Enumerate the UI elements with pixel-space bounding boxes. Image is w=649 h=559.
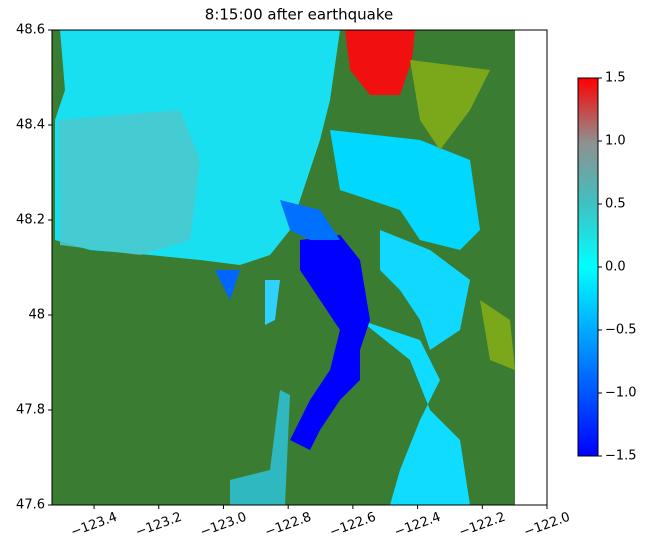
x-tick-label: −123.4: [69, 510, 119, 541]
y-tick-label: 48.2: [16, 213, 45, 228]
map-field: [52, 30, 515, 505]
colorbar-tick-label: −1.0: [605, 386, 637, 401]
x-tick-label: −122.6: [328, 510, 378, 541]
axes-frame: [51, 29, 548, 506]
x-tick-label: −123.0: [198, 510, 248, 541]
colorbar-tick-label: 1.5: [605, 71, 626, 86]
x-tick-label: −122.8: [263, 510, 313, 541]
y-tick-label: 48: [28, 308, 45, 323]
colorbar-tick-label: 0.5: [605, 197, 626, 212]
chart-title: 8:15:00 after earthquake: [205, 6, 393, 24]
colorbar-tick-label: −1.5: [605, 449, 637, 464]
y-tick-label: 48.6: [16, 23, 45, 38]
x-tick-label: −122.0: [522, 510, 572, 541]
x-tick-label: −122.4: [392, 510, 442, 541]
colorbar-tick-label: −0.5: [605, 323, 637, 338]
colorbar: [577, 77, 599, 457]
colorbar-tick-label: 1.0: [605, 134, 626, 149]
y-tick-label: 48.4: [16, 118, 45, 133]
x-tick-label: −123.2: [134, 510, 184, 541]
x-tick-label: −122.2: [457, 510, 507, 541]
y-tick-label: 47.6: [16, 498, 45, 513]
colorbar-tick-label: 0.0: [605, 260, 626, 275]
y-tick-label: 47.8: [16, 403, 45, 418]
